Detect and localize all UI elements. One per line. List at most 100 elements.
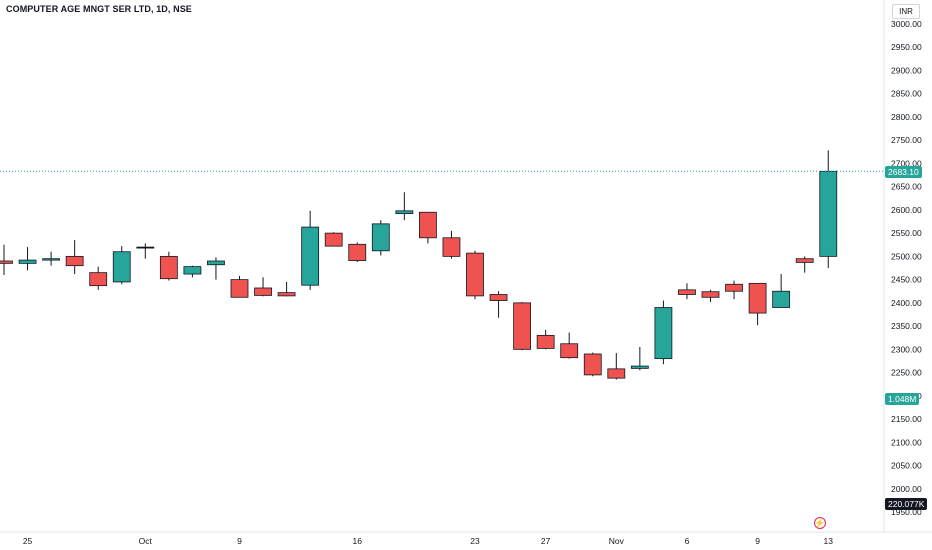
candle-body	[442, 237, 461, 257]
candle	[207, 257, 225, 280]
candle	[42, 251, 60, 266]
candle-body	[18, 259, 37, 264]
candle	[89, 266, 108, 290]
time-tick-label: 25	[23, 536, 33, 546]
time-tick-label: 27	[541, 536, 551, 546]
candle-body	[678, 289, 696, 295]
candle	[772, 274, 791, 308]
candle-body	[230, 279, 249, 298]
last-price-tag: 2683.10	[885, 166, 922, 178]
volume-tag: 1.048M	[885, 393, 920, 405]
price-tick-label: 2250.00	[891, 368, 922, 378]
price-tick-label: 2300.00	[891, 344, 922, 354]
price-tick-label: 2750.00	[891, 135, 922, 145]
candle	[112, 246, 131, 285]
candle-body	[371, 223, 390, 252]
price-tick-label: 2100.00	[891, 437, 922, 447]
candle	[795, 256, 814, 273]
candle	[466, 250, 484, 300]
candle-body	[207, 260, 225, 266]
candle	[159, 251, 178, 281]
candle-body	[701, 291, 720, 298]
price-tick-label: 3000.00	[891, 19, 922, 29]
candle	[489, 291, 508, 318]
price-tick-label: 2900.00	[891, 65, 922, 75]
candle-body	[466, 252, 484, 297]
candle	[395, 192, 414, 221]
time-tick-label: 6	[685, 536, 690, 546]
lightning-icon[interactable]: ⚡	[814, 517, 826, 529]
candle	[630, 347, 649, 371]
candle	[607, 353, 626, 380]
candle	[819, 150, 838, 268]
candle	[230, 275, 249, 298]
candle-body	[42, 258, 60, 261]
candle	[0, 244, 13, 275]
price-tick-label: 2600.00	[891, 205, 922, 215]
candle	[324, 232, 343, 247]
candle-body	[112, 251, 131, 283]
price-tick-label: 2150.00	[891, 414, 922, 424]
candle	[254, 277, 272, 297]
candle	[748, 282, 767, 326]
candle-body	[654, 307, 673, 360]
time-tick-label: 23	[470, 536, 480, 546]
candle	[560, 332, 579, 359]
candle-body	[513, 302, 531, 350]
time-tick-label: Nov	[609, 536, 625, 546]
price-tick-label: 2950.00	[891, 42, 922, 52]
price-tick-label: 2800.00	[891, 112, 922, 122]
price-tick-label: 2550.00	[891, 228, 922, 238]
candle-body	[136, 246, 155, 249]
time-tick-label: 9	[755, 536, 760, 546]
candle	[442, 230, 461, 259]
time-tick-label: 9	[237, 536, 242, 546]
time-tick-label: Oct	[139, 536, 153, 546]
price-tick-label: 2500.00	[891, 251, 922, 261]
candle	[418, 211, 437, 244]
candle-body	[772, 290, 791, 308]
candle-body	[348, 243, 367, 261]
chart-title: COMPUTER AGE MNGT SER LTD, 1D, NSE	[6, 4, 192, 14]
candle	[678, 283, 696, 300]
candle-body	[583, 353, 602, 376]
price-tick-label: 2450.00	[891, 275, 922, 285]
candle-body	[630, 365, 649, 369]
candle-body	[819, 170, 838, 257]
candle	[654, 300, 673, 365]
time-axis[interactable]: 25 Oct 9 16 23 27 Nov 6 9 13	[23, 536, 833, 546]
candle-body	[560, 343, 579, 359]
candle	[301, 210, 320, 290]
candle	[371, 220, 390, 256]
price-tick-label: 2000.00	[891, 484, 922, 494]
currency-selector[interactable]: INR	[892, 4, 920, 19]
candle	[18, 247, 37, 271]
candle-body	[159, 255, 178, 280]
candle-body	[795, 258, 814, 263]
candle	[513, 301, 531, 351]
price-tick-label: 1950.00	[891, 507, 922, 517]
candle	[348, 242, 367, 262]
candle-body	[536, 334, 555, 349]
candle	[701, 289, 720, 302]
candle-body	[748, 282, 767, 314]
candle-body	[277, 292, 296, 297]
candle	[583, 352, 602, 377]
candle	[136, 243, 155, 259]
time-tick-label: 13	[824, 536, 834, 546]
candle-body	[65, 255, 84, 267]
price-tick-label: 2400.00	[891, 298, 922, 308]
candle-body	[725, 283, 743, 292]
candle	[725, 280, 743, 300]
candle-body	[301, 226, 320, 286]
candles-layer	[0, 150, 838, 380]
candle-body	[89, 272, 108, 287]
price-tick-label: 2650.00	[891, 182, 922, 192]
candle-body	[395, 210, 414, 215]
candle-body	[254, 287, 272, 296]
candle	[183, 265, 202, 278]
candle-body	[0, 260, 13, 264]
candle	[65, 240, 84, 275]
candle-body	[324, 232, 343, 247]
